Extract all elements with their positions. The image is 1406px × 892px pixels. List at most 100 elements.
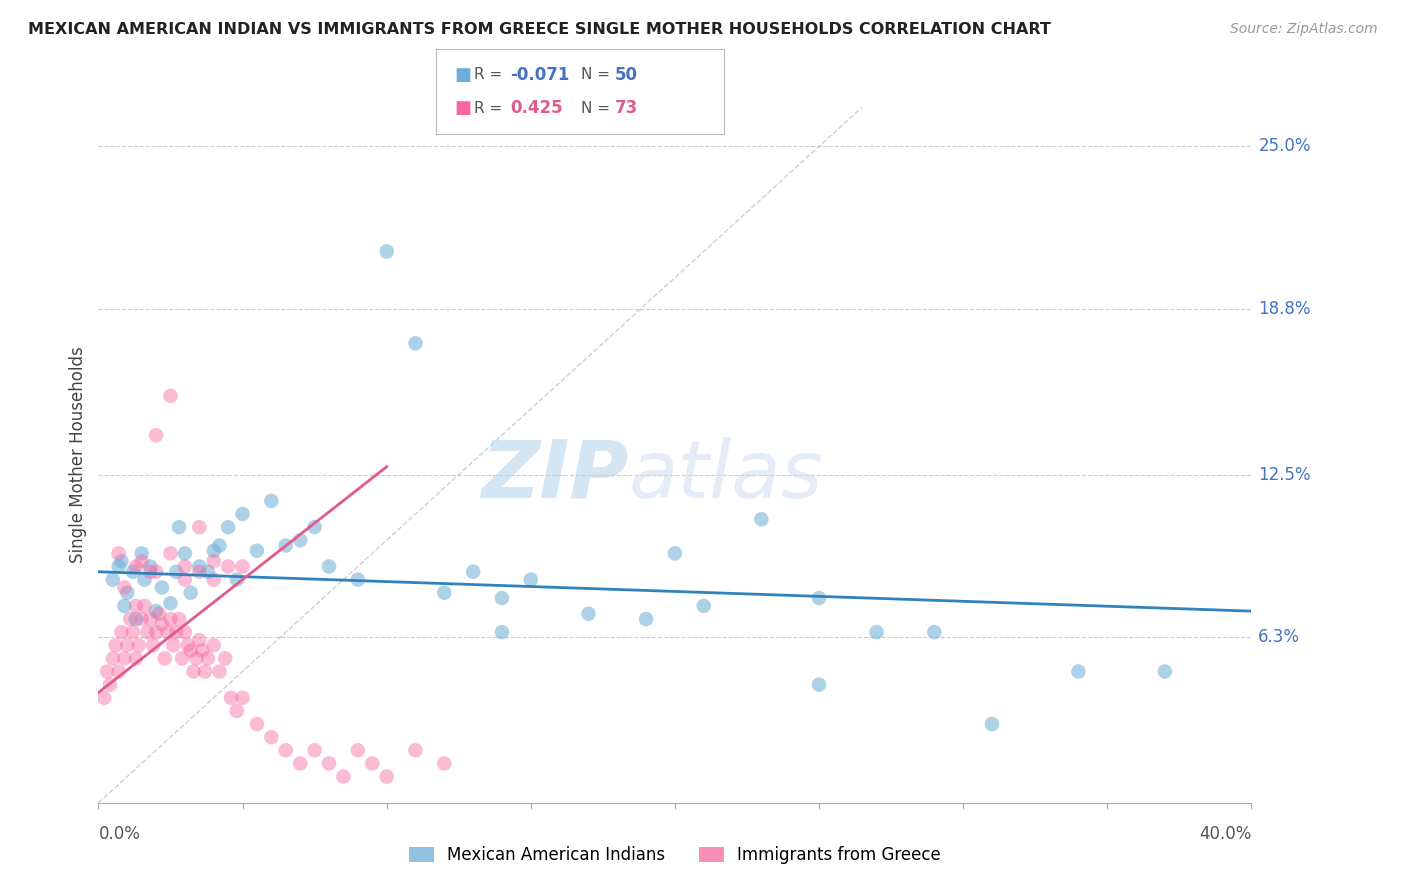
- Point: [145, 428, 167, 442]
- Point: [125, 612, 148, 626]
- Point: [148, 607, 170, 621]
- Point: [225, 573, 247, 587]
- Point: [346, 743, 368, 757]
- Point: [231, 690, 254, 705]
- Point: [93, 690, 115, 705]
- Point: [922, 625, 945, 640]
- Point: [150, 581, 173, 595]
- Point: [188, 565, 211, 579]
- Point: [346, 573, 368, 587]
- Point: [405, 743, 427, 757]
- Text: 73: 73: [614, 99, 638, 117]
- Point: [128, 638, 150, 652]
- Text: -0.071: -0.071: [510, 66, 569, 84]
- Point: [180, 643, 202, 657]
- Point: [142, 638, 165, 652]
- Point: [807, 678, 830, 692]
- Point: [125, 599, 148, 613]
- Point: [231, 559, 254, 574]
- Point: [98, 678, 121, 692]
- Point: [202, 543, 225, 558]
- Point: [183, 665, 205, 679]
- Point: [110, 625, 132, 640]
- Point: [191, 643, 214, 657]
- Text: N =: N =: [581, 101, 610, 116]
- Point: [491, 591, 513, 605]
- Point: [214, 651, 236, 665]
- Point: [174, 546, 197, 560]
- Point: [332, 770, 354, 784]
- Point: [174, 559, 197, 574]
- Point: [208, 539, 231, 553]
- Text: 6.3%: 6.3%: [1258, 628, 1301, 647]
- Point: [139, 565, 162, 579]
- Point: [461, 565, 484, 579]
- Point: [202, 554, 225, 568]
- Point: [131, 546, 153, 560]
- Point: [304, 520, 326, 534]
- Point: [290, 533, 312, 548]
- Point: [225, 704, 247, 718]
- Point: [156, 625, 179, 640]
- Point: [981, 717, 1004, 731]
- Text: 25.0%: 25.0%: [1258, 137, 1310, 155]
- Point: [693, 599, 716, 613]
- Point: [361, 756, 384, 771]
- Point: [177, 638, 200, 652]
- Point: [112, 651, 135, 665]
- Point: [202, 638, 225, 652]
- Point: [318, 559, 340, 574]
- Point: [290, 756, 312, 771]
- Point: [304, 743, 326, 757]
- Point: [104, 638, 127, 652]
- Point: [162, 638, 184, 652]
- Text: 50: 50: [614, 66, 637, 84]
- Point: [136, 625, 159, 640]
- Text: 12.5%: 12.5%: [1258, 466, 1310, 483]
- Point: [217, 520, 239, 534]
- Point: [274, 539, 297, 553]
- Text: R =: R =: [474, 101, 502, 116]
- Point: [231, 507, 254, 521]
- Point: [636, 612, 658, 626]
- Point: [174, 625, 197, 640]
- Point: [145, 625, 167, 640]
- Point: [134, 599, 156, 613]
- Text: ZIP: ZIP: [481, 437, 628, 515]
- Point: [197, 565, 219, 579]
- Text: 18.8%: 18.8%: [1258, 301, 1310, 318]
- Point: [260, 730, 283, 744]
- Point: [274, 743, 297, 757]
- Point: [807, 591, 830, 605]
- Point: [1067, 665, 1090, 679]
- Point: [664, 546, 686, 560]
- Point: [125, 651, 148, 665]
- Point: [405, 336, 427, 351]
- Point: [101, 651, 124, 665]
- Point: [125, 559, 148, 574]
- Point: [159, 546, 181, 560]
- Point: [167, 612, 190, 626]
- Point: [107, 559, 129, 574]
- Point: [139, 612, 162, 626]
- Point: [112, 581, 135, 595]
- Point: [186, 651, 208, 665]
- Text: ■: ■: [454, 66, 471, 84]
- Point: [165, 625, 187, 640]
- Text: MEXICAN AMERICAN INDIAN VS IMMIGRANTS FROM GREECE SINGLE MOTHER HOUSEHOLDS CORRE: MEXICAN AMERICAN INDIAN VS IMMIGRANTS FR…: [28, 22, 1052, 37]
- Point: [122, 565, 145, 579]
- Point: [433, 756, 456, 771]
- Point: [188, 559, 211, 574]
- Point: [260, 494, 283, 508]
- Point: [174, 573, 197, 587]
- Point: [139, 559, 162, 574]
- Point: [751, 512, 773, 526]
- Point: [1153, 665, 1175, 679]
- Point: [202, 573, 225, 587]
- Point: [159, 596, 181, 610]
- Point: [194, 665, 217, 679]
- Point: [122, 625, 145, 640]
- Point: [180, 586, 202, 600]
- Point: [170, 651, 193, 665]
- Text: 40.0%: 40.0%: [1199, 825, 1251, 843]
